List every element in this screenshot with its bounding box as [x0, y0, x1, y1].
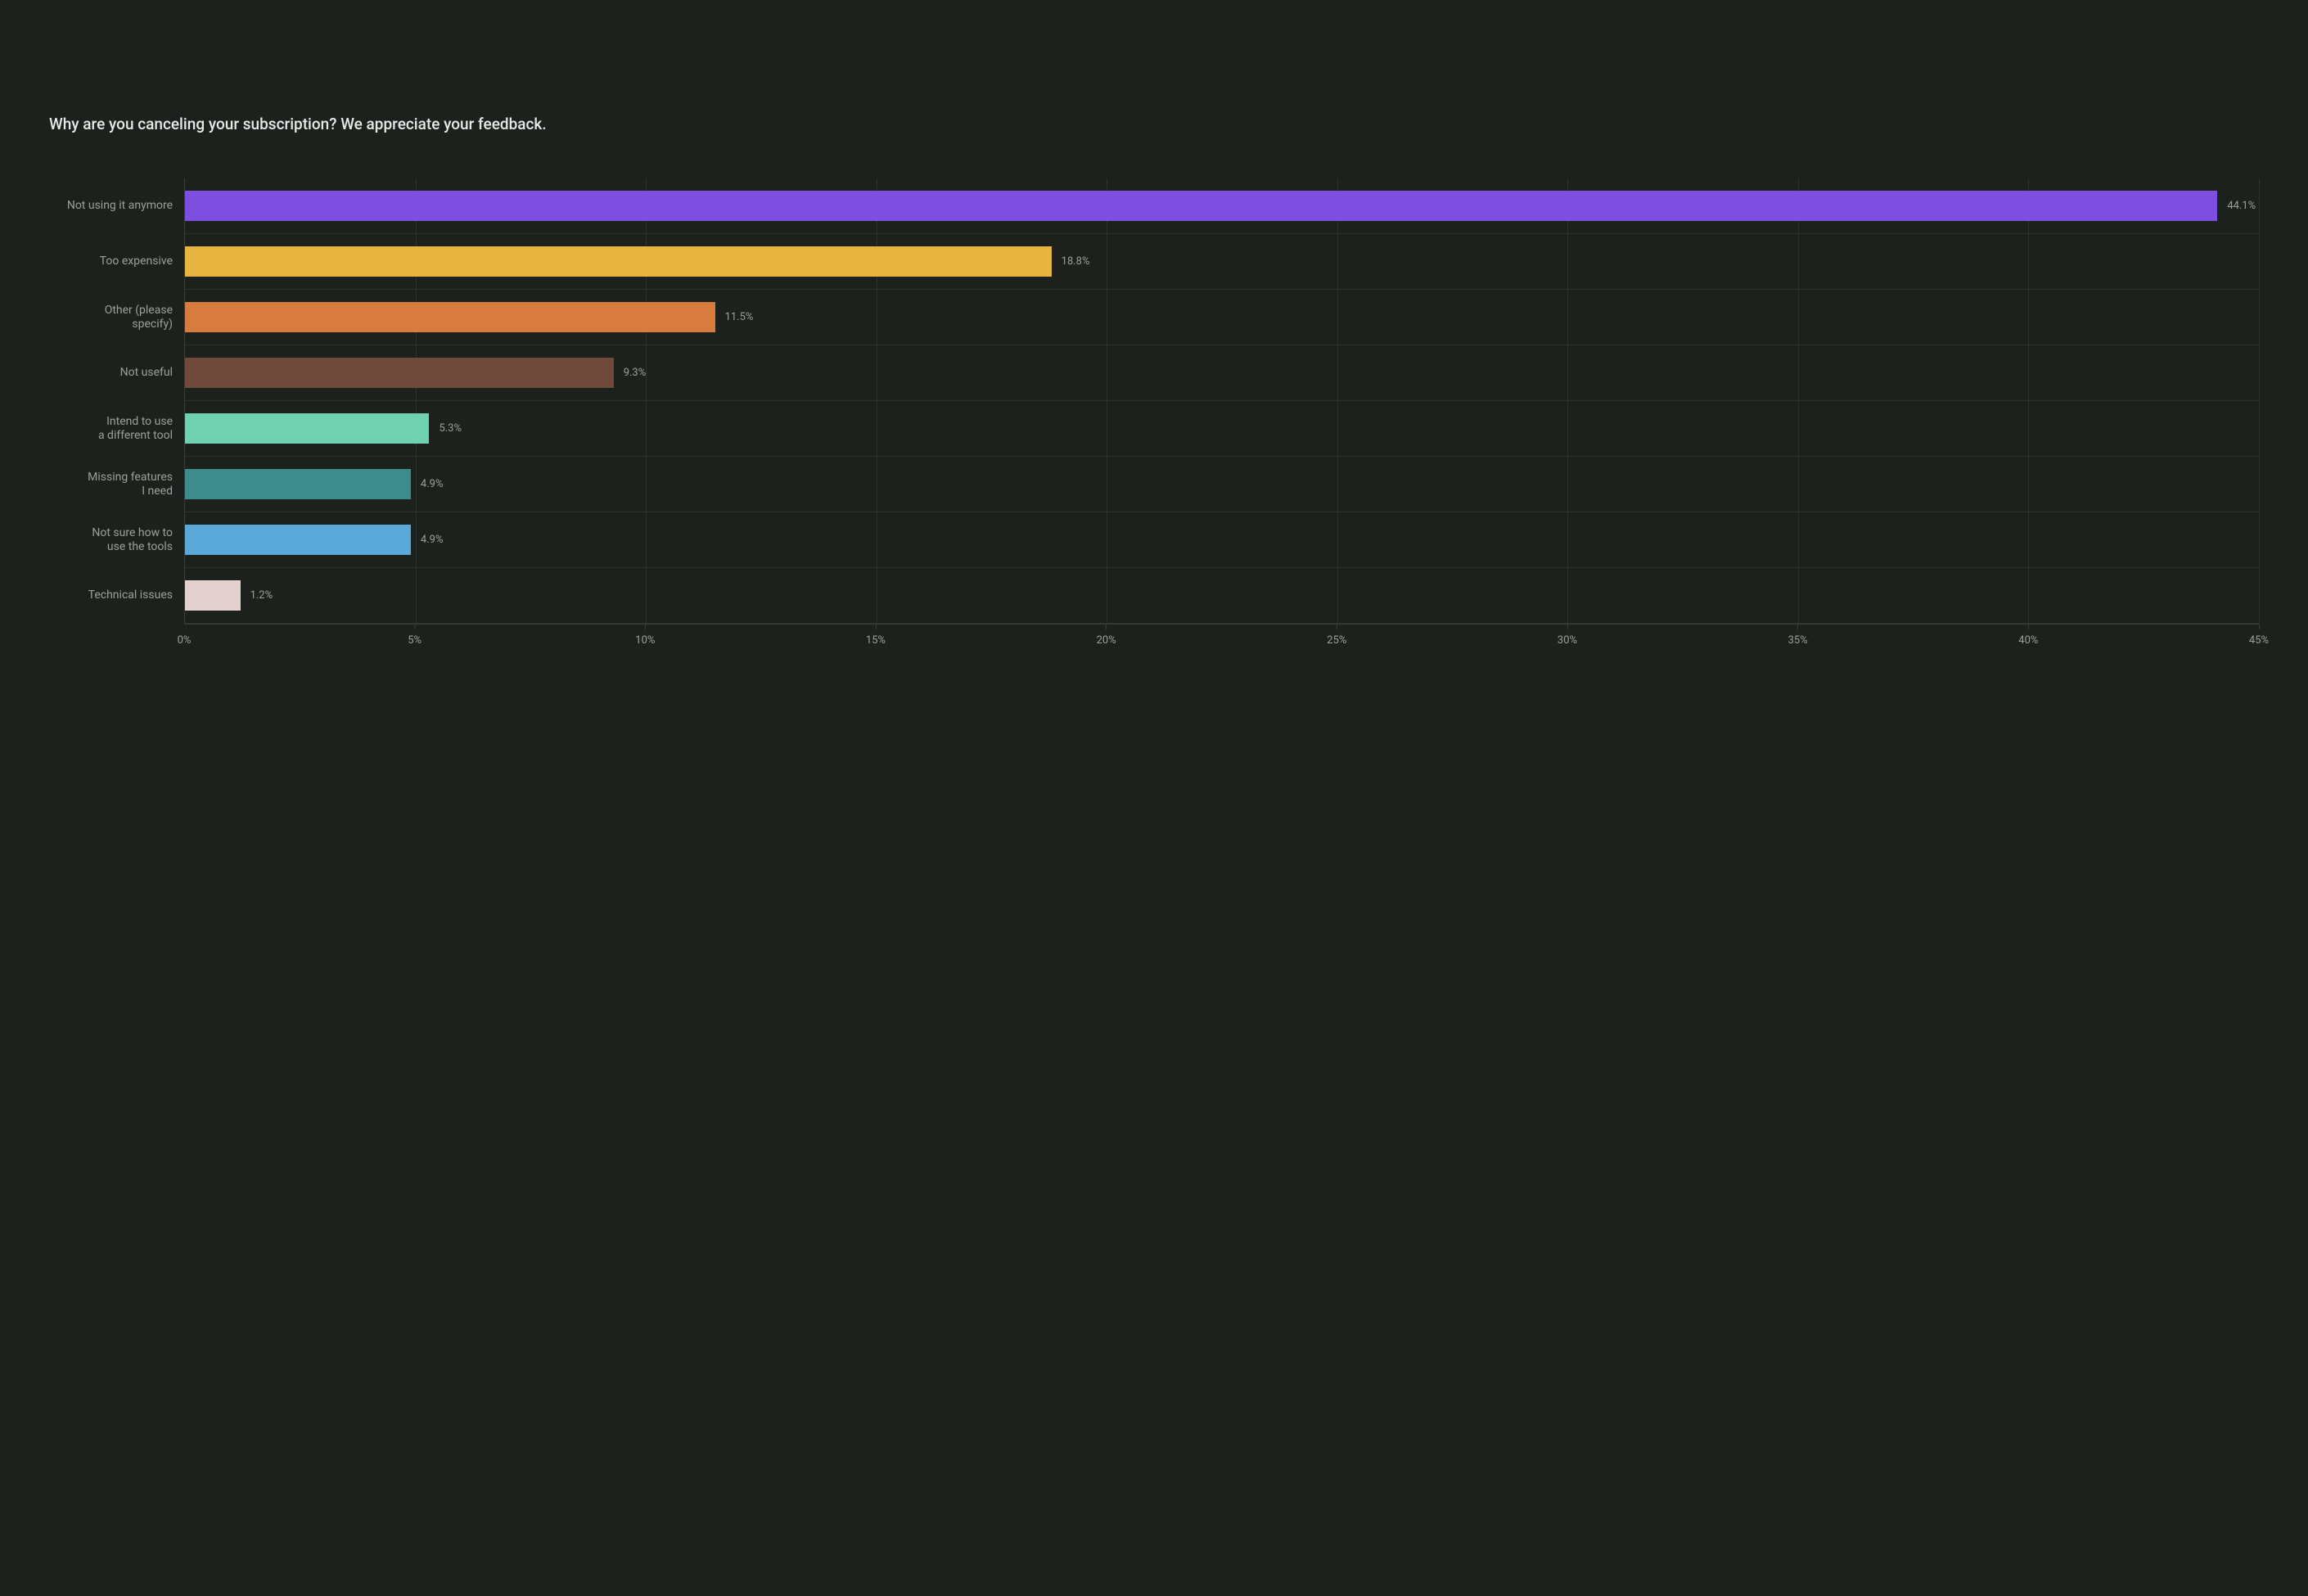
- y-axis-category-label: Missing features I need: [49, 457, 184, 512]
- bar-value-label: 4.9%: [421, 478, 444, 490]
- bar-value-label: 9.3%: [624, 367, 647, 379]
- bar-rows: 44.1% 18.8% 11.5% 9.3% 5.3% 4.9% 4.9% 1.2%: [185, 178, 2259, 624]
- bar-value-label: 11.5%: [725, 311, 754, 323]
- x-axis-tick: 35%: [1788, 624, 1808, 647]
- bar: [185, 525, 411, 556]
- y-axis-category-label: Not using it anymore: [49, 178, 184, 234]
- y-axis-labels: Not using it anymoreToo expensiveOther (…: [49, 178, 184, 648]
- x-axis-tick-mark: [875, 624, 876, 629]
- x-axis-tick: 40%: [2018, 624, 2038, 647]
- y-axis-category-label: Technical issues: [49, 568, 184, 624]
- bar-value-label: 44.1%: [2227, 200, 2256, 212]
- x-axis-tick-label: 45%: [2249, 634, 2269, 647]
- bar: [185, 358, 614, 389]
- x-axis-tick-label: 25%: [1327, 634, 1346, 647]
- bar-row: 44.1%: [185, 178, 2259, 234]
- x-axis-tick-mark: [1106, 624, 1107, 629]
- plot-area: 44.1% 18.8% 11.5% 9.3% 5.3% 4.9% 4.9% 1.2%: [184, 178, 2259, 624]
- x-axis-tick-label: 0%: [178, 634, 192, 647]
- bar-row: 9.3%: [185, 345, 2259, 401]
- bar-value-label: 18.8%: [1062, 255, 1090, 268]
- bar: [185, 469, 411, 500]
- bar: [185, 413, 429, 444]
- x-axis-tick-mark: [414, 624, 415, 629]
- chart-container: Why are you canceling your subscription?…: [0, 0, 2308, 1596]
- plot: 44.1%18.8%11.5%9.3%5.3%4.9%4.9%1.2% 0%5%…: [184, 178, 2259, 648]
- bar: [185, 302, 715, 333]
- bar-row: 4.9%: [185, 512, 2259, 568]
- bar-row: 1.2%: [185, 568, 2259, 624]
- x-axis-tick-mark: [1566, 624, 1567, 629]
- x-axis-tick-label: 40%: [2018, 634, 2038, 647]
- x-axis-tick: 25%: [1327, 624, 1346, 647]
- y-axis-category-label: Other (please specify): [49, 290, 184, 345]
- bar-row: 5.3%: [185, 401, 2259, 457]
- bar: [185, 246, 1052, 277]
- x-axis-tick-label: 10%: [635, 634, 655, 647]
- chart-title: Why are you canceling your subscription?…: [49, 115, 2259, 133]
- x-axis: 0%5%10%15%20%25%30%35%40%45%: [184, 624, 2259, 648]
- x-axis-tick-mark: [1797, 624, 1798, 629]
- bar-value-label: 5.3%: [439, 422, 462, 435]
- bar-value-label: 4.9%: [421, 534, 444, 546]
- x-axis-tick-label: 30%: [1557, 634, 1577, 647]
- x-axis-tick-label: 20%: [1097, 634, 1116, 647]
- bar: [185, 191, 2217, 222]
- bar-row: 11.5%: [185, 290, 2259, 345]
- x-axis-tick: 5%: [408, 624, 421, 647]
- x-axis-tick: 10%: [635, 624, 655, 647]
- x-axis-tick-label: 5%: [408, 634, 421, 647]
- horizontal-bar-chart: Not using it anymoreToo expensiveOther (…: [49, 178, 2259, 648]
- bar: [185, 580, 241, 611]
- x-axis-tick-mark: [2028, 624, 2029, 629]
- y-axis-category-label: Not useful: [49, 345, 184, 401]
- y-axis-category-label: Intend to use a different tool: [49, 401, 184, 457]
- x-axis-tick-label: 35%: [1788, 634, 1808, 647]
- gridline: [2259, 178, 2260, 624]
- x-axis-tick: 30%: [1557, 624, 1577, 647]
- x-axis-tick-mark: [2258, 624, 2259, 629]
- y-axis-category-label: Not sure how to use the tools: [49, 512, 184, 568]
- x-axis-tick: 0%: [178, 624, 192, 647]
- x-axis-tick-label: 15%: [866, 634, 886, 647]
- x-axis-tick: 45%: [2249, 624, 2269, 647]
- x-axis-tick-mark: [645, 624, 646, 629]
- bar-row: 18.8%: [185, 234, 2259, 290]
- x-axis-tick: 20%: [1097, 624, 1116, 647]
- y-axis-category-label: Too expensive: [49, 234, 184, 290]
- x-axis-tick: 15%: [866, 624, 886, 647]
- bar-row: 4.9%: [185, 457, 2259, 512]
- bar-value-label: 1.2%: [250, 589, 273, 602]
